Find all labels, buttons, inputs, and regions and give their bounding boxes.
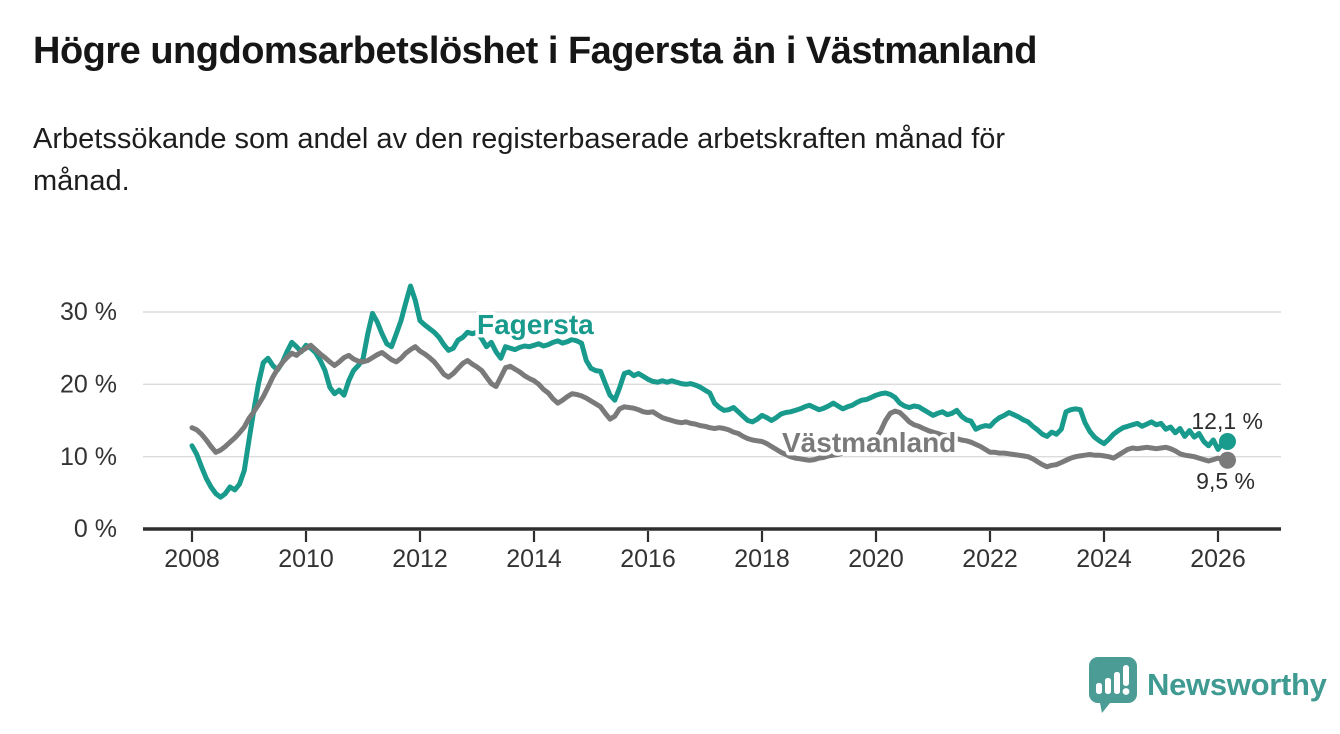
series-label-fagersta: Fagersta <box>477 309 594 340</box>
x-tick-label: 2018 <box>734 545 790 573</box>
x-axis: 2008 2010 2012 2014 2016 2018 2020 2022 2024 2026 <box>143 527 1281 573</box>
x-tick-label: 2010 <box>278 545 334 573</box>
x-tick-label: 2016 <box>620 545 676 573</box>
x-tick-label: 2008 <box>164 545 220 573</box>
logo-text: Newsworthy <box>1147 667 1327 702</box>
bar-chart-speech-bubble-icon <box>1089 657 1137 713</box>
x-tick-label: 2012 <box>392 545 448 573</box>
x-tick-label: 2014 <box>506 545 562 573</box>
annotations: Fagersta Västmanland 12,1 % 9,5 % <box>474 306 1264 495</box>
series-line-vastmanland <box>189 342 1230 470</box>
end-value-label-vastmanland: 9,5 % <box>1196 468 1255 494</box>
newsworthy-logo: Newsworthy <box>1088 656 1327 714</box>
endpoint-dot-fagersta <box>1219 432 1236 450</box>
endpoint-dot-vastmanland <box>1219 451 1236 469</box>
x-tick-label: 2026 <box>1190 545 1246 573</box>
page-title: Högre ungdomsarbetslöshet i Fagersta än … <box>33 30 1037 72</box>
x-tick-label: 2022 <box>962 545 1018 573</box>
y-tick-label-20: 20 % <box>60 371 117 399</box>
line-chart: 2008 2010 2012 2014 2016 2018 2020 2022 2024 2026… <box>60 283 1281 573</box>
y-axis-labels: 0 % 10 % 20 % 30 % <box>60 298 117 543</box>
x-tick-label: 2024 <box>1076 545 1132 573</box>
end-value-label-fagersta: 12,1 % <box>1191 408 1263 434</box>
y-tick-label-0: 0 % <box>74 515 117 543</box>
series-line-fagersta <box>189 283 1230 500</box>
series-label-vastmanland: Västmanland <box>782 427 956 458</box>
data-series <box>189 283 1230 500</box>
y-tick-label-30: 30 % <box>60 298 117 326</box>
chart-subtitle: Arbetssökande som andel av den registerb… <box>33 123 1006 198</box>
x-tick-label: 2020 <box>848 545 904 573</box>
y-tick-label-10: 10 % <box>60 443 117 471</box>
